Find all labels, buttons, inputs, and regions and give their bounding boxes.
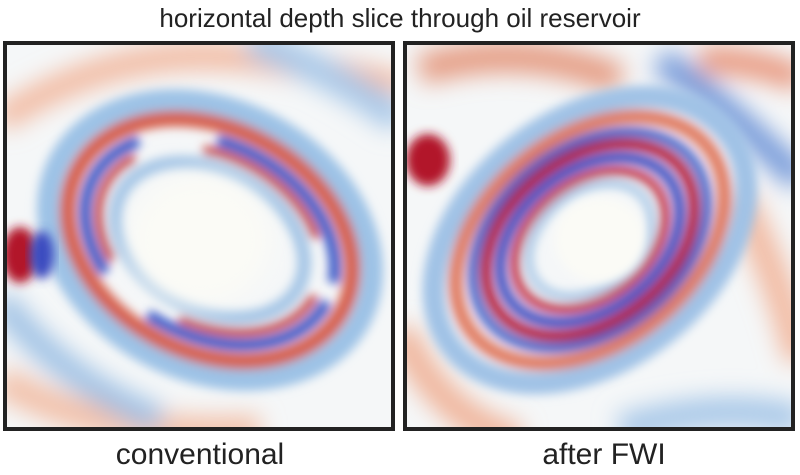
- panel-caption: after FWI: [542, 438, 665, 470]
- slice-conventional: [6, 44, 392, 428]
- slice-after-fwi: [406, 44, 792, 428]
- panel-frame: [3, 41, 395, 431]
- panel-caption: conventional: [116, 438, 284, 470]
- panel-frame: [403, 41, 795, 431]
- figure-title: horizontal depth slice through oil reser…: [159, 3, 641, 33]
